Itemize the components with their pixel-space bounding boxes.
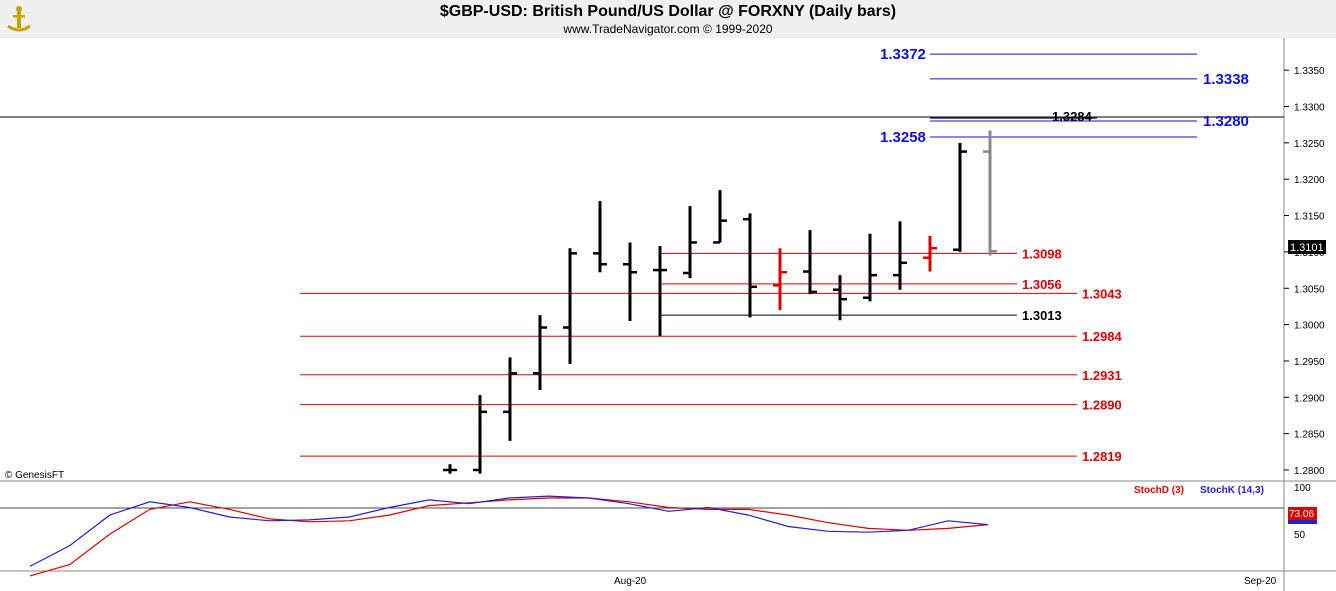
price-tick-label: 1.3000 [1294,321,1325,332]
price-tick-label: 1.2800 [1294,466,1325,477]
stochastic-pane [29,495,989,577]
price-tick-label: 1.2950 [1294,357,1325,368]
stochk-legend: StochK (14,3) [1200,485,1264,496]
stoch-tick-50: 50 [1294,530,1306,541]
level-label: 1.2819 [1082,449,1122,464]
stoch-tick-100: 100 [1294,483,1311,494]
level-label: 1.2931 [1082,368,1122,383]
level-label: 1.3372 [880,46,926,63]
stochd-line [29,497,989,577]
stochd-legend: StochD (3) [1134,485,1184,496]
price-tick-label: 1.3300 [1294,103,1325,114]
levels-group: 1.3372 1.3338 1.3284 1.3280 1.3258 1.3098 1.30… [300,46,1249,464]
level-label: 1.2984 [1082,329,1123,344]
price-tick-label: 1.2900 [1294,393,1325,404]
level-label: 1.3013 [1022,308,1062,323]
x-tick-aug: Aug-20 [614,576,647,587]
price-tick-label: 1.3350 [1294,66,1325,77]
price-bars-group [443,130,997,474]
level-label: 1.2890 [1082,398,1122,413]
stoch-last-label: 73.06 [1289,509,1314,520]
level-label: 1.3284 [1052,109,1093,124]
chart-subtitle: www.TradeNavigator.com © 1999-2020 [563,22,773,36]
price-axis-ticks: 1.33501.33001.32501.32001.31501.31001.30… [1284,66,1325,477]
price-tick-label: 1.3150 [1294,212,1325,223]
chart-canvas: 1.3372 1.3338 1.3284 1.3280 1.3258 1.3098 1.30… [0,38,1336,591]
price-tick-label: 1.3250 [1294,139,1325,150]
stoch-last-badge [1288,507,1317,520]
stoch-last-badge-k [1288,520,1317,524]
last-price-badge [1288,240,1326,254]
last-price-label: 1.3101 [1290,242,1324,254]
level-label: 1.3043 [1082,286,1122,301]
price-tick-label: 1.2850 [1294,430,1325,441]
trade-navigator-logo-icon [7,6,31,32]
level-label: 1.3056 [1022,277,1062,292]
level-label: 1.3258 [880,129,926,146]
level-label: 1.3280 [1203,113,1249,130]
level-label: 1.3098 [1022,246,1062,261]
stochk-line [29,495,989,567]
chart-title: $GBP-USD: British Pound/US Dollar @ FORX… [439,3,897,20]
x-tick-sep: Sep-20 [1244,576,1277,587]
price-tick-label: 1.3050 [1294,284,1325,295]
chart-header: $GBP-USD: British Pound/US Dollar @ FORX… [0,0,1336,38]
price-tick-label: 1.3200 [1294,175,1325,186]
level-label: 1.3338 [1203,71,1249,88]
watermark: © GenesisFT [5,470,64,481]
